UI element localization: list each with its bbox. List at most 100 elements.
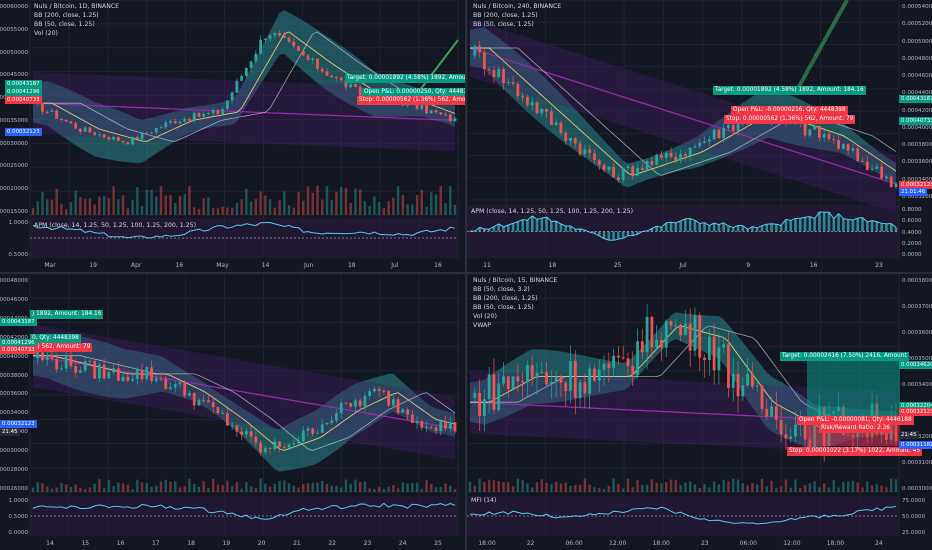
candle-body (679, 154, 683, 161)
ma-line-slow (33, 355, 456, 451)
volume-bar (516, 478, 520, 492)
candle-body (244, 67, 248, 77)
volume-bar (211, 208, 215, 215)
candle-body (602, 165, 606, 171)
price-tick-label: 0.00046000 (0, 296, 28, 303)
oscillator-tick-label: 1.0000 (8, 498, 28, 504)
time-axis-15m[interactable]: 18:00 22 06:00 12:00 18:00 23 06:00 12:00 18:00 2… (467, 538, 900, 550)
chart-canvas-daily[interactable] (0, 0, 465, 272)
target-zone[interactable] (807, 356, 900, 416)
candle-body (482, 52, 486, 70)
candle-body (50, 110, 54, 112)
volume-bar (83, 488, 87, 492)
risk-reward-label-15m[interactable]: Risk/Reward Ratio: 2.36 (819, 424, 892, 433)
chart-panel-15m[interactable]: Nuls / Bitcoin, 15, BINANCE BB (50, close… (467, 274, 932, 550)
target-label-15m[interactable]: Target: 0.00002416 (7.50%) 2416, Amount (780, 352, 909, 361)
oscillator-histogram-bar (502, 226, 505, 232)
candle-body (760, 385, 764, 409)
volume-bar (240, 488, 243, 492)
oscillator-histogram-bar (492, 226, 496, 232)
symbol-title[interactable]: Nuls / Bitcoin, 1D, BINANCE (34, 3, 120, 10)
volume-bar (316, 185, 319, 215)
chart-panel-daily[interactable]: Nuls / Bitcoin, 1D, BINANCE BB (200, clos… (0, 0, 465, 272)
volume-bar (249, 486, 253, 492)
chart-canvas-4h[interactable] (467, 0, 932, 272)
stop-label-daily[interactable]: Stop: 0.00000562 (1.36%) 562, Amount (357, 96, 465, 105)
price-axis-tag: 0.00032123 (899, 408, 932, 416)
candle-body (297, 441, 300, 444)
time-axis-4h[interactable]: 11 18 25 Jul 9 16 23 (467, 260, 900, 272)
oscillator-histogram-bar (808, 216, 812, 232)
indicator-legend-item[interactable]: Vol (20) (473, 313, 497, 320)
volume-bar (420, 190, 424, 215)
volume-bar (588, 484, 591, 492)
indicator-legend-item[interactable]: BB (50, close, 1.25) (473, 304, 534, 311)
candle-body (268, 35, 272, 39)
indicator-legend-item[interactable]: BB (50, close, 1.25) (473, 21, 534, 28)
symbol-title[interactable]: Nuls / Bitcoin, 240, BINANCE (473, 3, 562, 10)
volume-bar (159, 185, 163, 215)
price-tick-label: 0.00025000 (0, 163, 28, 170)
oscillator-histogram-bar (846, 219, 850, 232)
panel-divider-vertical[interactable] (465, 0, 467, 550)
indicator-legend-item[interactable]: BB (200, close, 1.25) (34, 12, 99, 19)
candle-body (420, 104, 424, 109)
panel-divider-horizontal[interactable] (0, 272, 932, 274)
volume-bar (736, 479, 740, 492)
oscillator-histogram-bar (885, 223, 888, 232)
stop-label-1h[interactable]: %) 562, Amount: 79 (30, 343, 93, 352)
ma-line-fast (470, 47, 897, 176)
chart-canvas-15m[interactable] (467, 274, 932, 550)
oscillator-histogram-bar (741, 225, 745, 232)
chart-panel-1h[interactable]: 0.000480000.000460000.000440000.00042000… (0, 274, 465, 550)
indicator-legend-item[interactable]: Vol (20) (34, 30, 58, 37)
price-axis-1h[interactable]: 0.000480000.000460000.000440000.00042000… (0, 274, 30, 550)
indicator-legend-item[interactable]: VWAP (473, 322, 491, 329)
chart-panel-4h[interactable]: Nuls / Bitcoin, 240, BINANCE BB (200, clo… (467, 0, 932, 272)
candle-body (731, 373, 735, 388)
time-axis-1h[interactable]: 14 15 16 17 18 19 20 21 22 23 24 25 (30, 538, 465, 550)
indicator-legend-item[interactable]: BB (50, close, 1.25) (34, 21, 95, 28)
target-label-daily[interactable]: Target: 0.00001892 (4.58%) 1892, Amount (345, 74, 465, 83)
price-axis-daily[interactable]: 0.00060000 0.00055000 0.00050000 0.00045000… (0, 0, 30, 272)
stop-label-15m[interactable]: Stop: 0.00001022 (3.17%) 1022, Amount: 4… (787, 447, 923, 456)
volume-bar (554, 481, 558, 492)
candle-body (273, 441, 277, 449)
open-pnl-label-1h[interactable]: 0, Qty: 4448398 (30, 334, 81, 343)
stop-label-4h[interactable]: Stop: 0.00000562 (1.36%) 562, Amount: 79 (724, 115, 856, 124)
time-tick-label: 18:00 (478, 540, 496, 547)
candle-body (502, 68, 505, 84)
candle-body (249, 431, 253, 437)
indicator-legend-item[interactable]: BB (50, close, 3.2) (473, 286, 530, 293)
price-axis-tag: 0.00040733 (0, 346, 37, 354)
price-tick-label: 0.00050000 (0, 49, 28, 56)
volume-bar (230, 486, 234, 492)
indicator-legend-item[interactable]: BB (200, close, 1.25) (473, 295, 538, 302)
open-pnl-label-daily[interactable]: Open P&L: 0.00000250, Qty: 444839 (362, 88, 465, 97)
candle-body (306, 428, 310, 431)
target-label-4h[interactable]: Target: 0.00001892 (4.58%) 1892, Amount:… (713, 86, 866, 95)
oscillator-histogram-bar (569, 226, 572, 232)
open-pnl-label-15m[interactable]: Open P&L: -0.00000081, Qty: 4446188 (797, 416, 914, 425)
volume-bar (396, 186, 400, 215)
candle-body (559, 376, 563, 383)
candle-body (192, 112, 196, 121)
price-tick-label: 0.00038000 (0, 372, 28, 379)
indicator-legend-item[interactable]: BB (200, close, 1.25) (473, 12, 538, 19)
volume-bar (531, 487, 534, 492)
symbol-title[interactable]: Nuls / Bitcoin, 15, BINANCE (473, 277, 558, 284)
volume-bar (50, 199, 54, 215)
time-tick-label: 14 (46, 540, 54, 547)
osc-legend-4h: APM (close, 14, 1.25, 50, 1.25, 100, 1.2… (471, 208, 633, 215)
long-ma-line (32, 102, 456, 121)
time-axis-daily[interactable]: Mar 19 Apr 16 May 14 Jun 18 Jul 16 (30, 260, 465, 272)
time-tick-label: 06:00 (565, 540, 583, 547)
trend-arrow[interactable] (795, 0, 849, 91)
chart-canvas-1h[interactable] (0, 274, 465, 550)
open-pnl-label-4h[interactable]: Open P&L: -0.00000216, Qty: 4448398 (731, 106, 848, 115)
candle-body (473, 45, 477, 56)
volume-bar (511, 486, 515, 492)
oscillator-histogram-bar (578, 228, 582, 232)
target-label-1h[interactable]: ) 1892, Amount: 184.16 (30, 310, 104, 319)
